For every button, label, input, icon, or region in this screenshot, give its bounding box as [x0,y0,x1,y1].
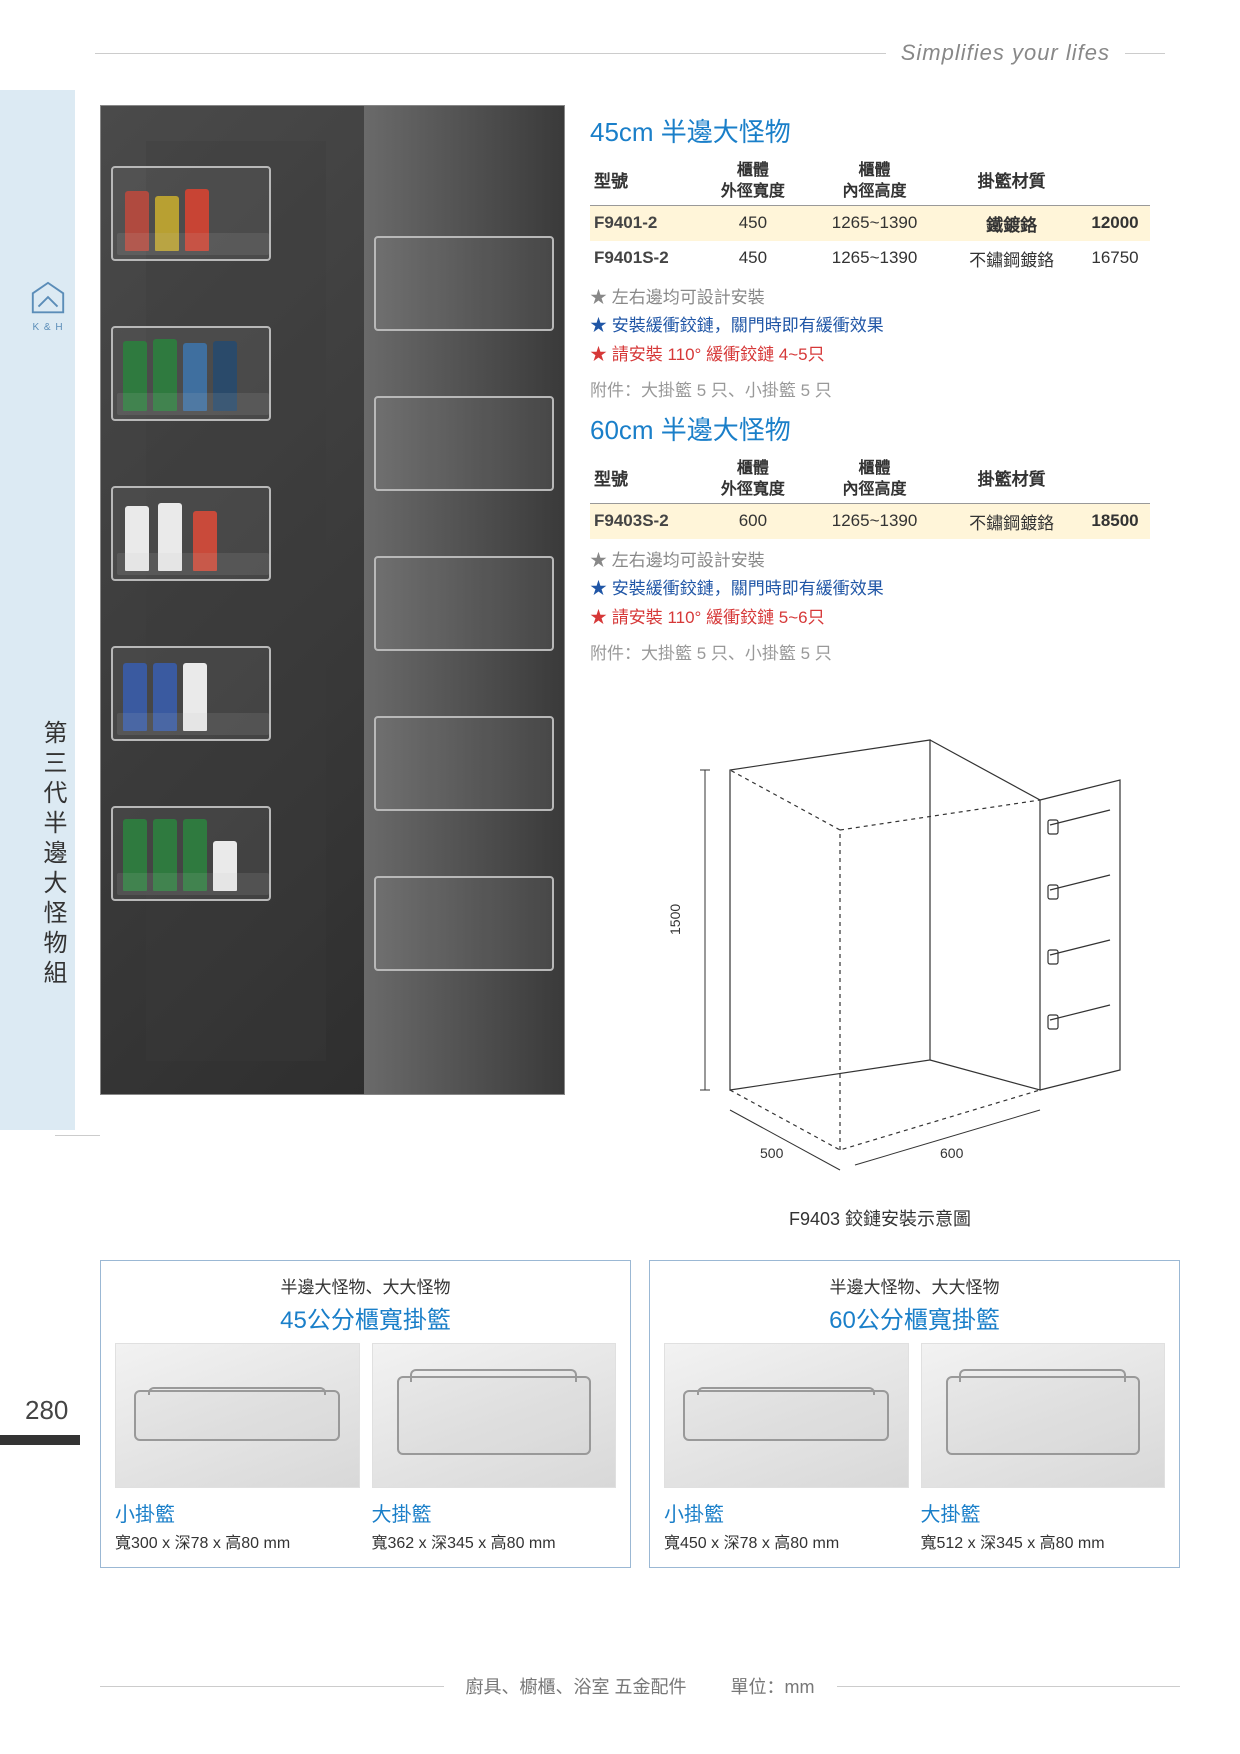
basket-60-title: 60公分櫃寬掛籃 [664,1300,1165,1335]
table-row: F9401-2 450 1265~1390 鐵鍍鉻 12000 [590,205,1150,241]
basket-dim: 寬450 x 深78 x 高80 mm [664,1529,909,1553]
basket-item: 大掛籃 寬512 x 深345 x 高80 mm [921,1343,1166,1553]
spec-45-table: 型號 櫃體外徑寬度 櫃體內徑高度 掛籃材質 F9401-2 450 1265~1… [590,159,1150,276]
basket-item: 小掛籃 寬450 x 深78 x 高80 mm [664,1343,909,1553]
th-price [1080,457,1150,503]
header-tagline: Simplifies your lifes [901,40,1110,66]
vertical-section-title: 第三代半邊大怪物組 [35,720,70,990]
basket-dim: 寬362 x 深345 x 高80 mm [372,1529,617,1553]
spec-45-block: 45cm 半邊大怪物 型號 櫃體外徑寬度 櫃體內徑高度 掛籃材質 F9401-2… [590,112,1150,401]
basket-45-subtitle: 半邊大怪物、大大怪物 [115,1273,616,1298]
basket-groups: 半邊大怪物、大大怪物 45公分櫃寬掛籃 小掛籃 寬300 x 深78 x 高80… [100,1260,1180,1568]
note-line: ★ 左右邊均可設計安裝 [590,284,1150,313]
basket-dim: 寬512 x 深345 x 高80 mm [921,1529,1166,1553]
basket-group-60: 半邊大怪物、大大怪物 60公分櫃寬掛籃 小掛籃 寬450 x 深78 x 高80… [649,1260,1180,1568]
footer-right: 單位：mm [709,1673,837,1699]
page-number-bar [0,1435,80,1445]
note-line: ★ 安裝緩衝鉸鏈，關門時即有緩衝效果 [590,575,1150,604]
basket-name: 小掛籃 [664,1498,909,1527]
th-outer: 櫃體外徑寬度 [700,159,806,205]
diagram-depth-label: 600 [940,1145,964,1161]
th-inner: 櫃體內徑高度 [806,159,944,205]
page-number: 280 [25,1395,68,1426]
note-line: ★ 左右邊均可設計安裝 [590,547,1150,576]
footer-row: 廚具、櫥櫃、浴室 五金配件 單位：mm [100,1673,1180,1699]
basket-image [115,1343,360,1488]
mid-separator [55,1135,1180,1136]
basket-dim: 寬300 x 深78 x 高80 mm [115,1529,360,1553]
diagram-height-label: 1500 [667,904,683,935]
footer-left: 廚具、櫥櫃、浴室 五金配件 [444,1673,709,1699]
basket-name: 大掛籃 [372,1498,617,1527]
basket-image [664,1343,909,1488]
spec-60-table: 型號 櫃體外徑寬度 櫃體內徑高度 掛籃材質 F9403S-2 600 1265~… [590,457,1150,539]
basket-group-45: 半邊大怪物、大大怪物 45公分櫃寬掛籃 小掛籃 寬300 x 深78 x 高80… [100,1260,631,1568]
logo-text: K & H [28,322,68,333]
basket-60-subtitle: 半邊大怪物、大大怪物 [664,1273,1165,1298]
th-model: 型號 [590,159,700,205]
diagram-width-label: 500 [760,1145,784,1161]
spec-60-block: 60cm 半邊大怪物 型號 櫃體外徑寬度 櫃體內徑高度 掛籃材質 F9403S-… [590,410,1150,664]
install-diagram: 1500 500 600 [610,710,1150,1180]
note-line: ★ 安裝緩衝鉸鏈，關門時即有緩衝效果 [590,312,1150,341]
spec-45-title: 45cm 半邊大怪物 [590,112,1150,149]
product-photo [100,105,565,1095]
note-line: ★ 請安裝 110° 緩衝鉸鏈 4~5只 [590,341,1150,370]
table-row: F9401S-2 450 1265~1390 不鏽鋼鍍鉻 16750 [590,241,1150,276]
basket-name: 小掛籃 [115,1498,360,1527]
basket-item: 大掛籃 寬362 x 深345 x 高80 mm [372,1343,617,1553]
th-inner: 櫃體內徑高度 [806,457,944,503]
diagram-caption: F9403 鉸鏈安裝示意圖 [630,1205,1130,1231]
table-row: F9403S-2 600 1265~1390 不鏽鋼鍍鉻 18500 [590,503,1150,539]
spec-45-accessory: 附件：大掛籃 5 只、小掛籃 5 只 [590,376,1150,401]
spec-60-title: 60cm 半邊大怪物 [590,410,1150,447]
basket-name: 大掛籃 [921,1498,1166,1527]
logo-icon [29,280,67,318]
th-material: 掛籃材質 [943,457,1080,503]
basket-45-title: 45公分櫃寬掛籃 [115,1300,616,1335]
spec-60-accessory: 附件：大掛籃 5 只、小掛籃 5 只 [590,639,1150,664]
brand-logo: K & H [28,280,68,333]
spec-45-notes: ★ 左右邊均可設計安裝 ★ 安裝緩衝鉸鏈，關門時即有緩衝效果 ★ 請安裝 110… [590,284,1150,371]
header-tagline-bar: Simplifies your lifes [80,40,1180,66]
spec-60-notes: ★ 左右邊均可設計安裝 ★ 安裝緩衝鉸鏈，關門時即有緩衝效果 ★ 請安裝 110… [590,547,1150,634]
basket-image [921,1343,1166,1488]
th-outer: 櫃體外徑寬度 [700,457,806,503]
note-line: ★ 請安裝 110° 緩衝鉸鏈 5~6只 [590,604,1150,633]
basket-image [372,1343,617,1488]
th-price [1080,159,1150,205]
basket-item: 小掛籃 寬300 x 深78 x 高80 mm [115,1343,360,1553]
th-material: 掛籃材質 [943,159,1080,205]
th-model: 型號 [590,457,700,503]
